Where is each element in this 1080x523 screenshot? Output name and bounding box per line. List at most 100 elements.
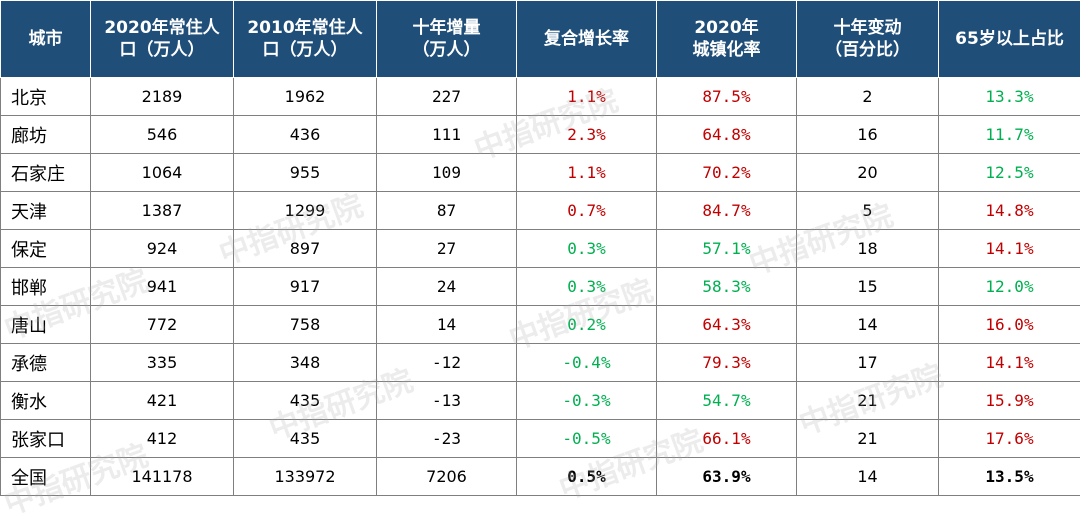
cagr-cell: 0.3% [517, 268, 657, 306]
increase-cell: 14 [377, 306, 517, 344]
urbanization-cell: 54.7% [657, 382, 797, 420]
city-cell: 全国 [1, 458, 91, 496]
elderly-share-cell: 13.3% [939, 78, 1080, 116]
header-cagr: 复合增长率 [517, 1, 657, 78]
header-pop-2020: 2020年常住人口（万人） [91, 1, 234, 78]
increase-cell: -13 [377, 382, 517, 420]
cagr-cell: 0.3% [517, 230, 657, 268]
pop-2010-cell: 435 [234, 420, 377, 458]
cagr-cell: 2.3% [517, 116, 657, 154]
pop-2020-cell: 2189 [91, 78, 234, 116]
increase-cell: 27 [377, 230, 517, 268]
increase-cell: 7206 [377, 458, 517, 496]
pop-2010-cell: 436 [234, 116, 377, 154]
elderly-share-cell: 11.7% [939, 116, 1080, 154]
increase-cell: 109 [377, 154, 517, 192]
pop-2020-cell: 924 [91, 230, 234, 268]
cagr-cell: 0.7% [517, 192, 657, 230]
pop-2010-cell: 917 [234, 268, 377, 306]
urbanization-cell: 58.3% [657, 268, 797, 306]
city-cell: 邯郸 [1, 268, 91, 306]
city-cell: 北京 [1, 78, 91, 116]
cagr-cell: 0.5% [517, 458, 657, 496]
increase-cell: -23 [377, 420, 517, 458]
pop-2020-cell: 141178 [91, 458, 234, 496]
pop-2020-cell: 421 [91, 382, 234, 420]
elderly-share-cell: 13.5% [939, 458, 1080, 496]
urbanization-cell: 63.9% [657, 458, 797, 496]
city-cell: 保定 [1, 230, 91, 268]
pop-2010-cell: 133972 [234, 458, 377, 496]
header-urbanization-2020: 2020年城镇化率 [657, 1, 797, 78]
urbanization-cell: 84.7% [657, 192, 797, 230]
population-table: 城市 2020年常住人口（万人） 2010年常住人口（万人） 十年增量（万人） … [0, 0, 1080, 496]
pop-2010-cell: 1299 [234, 192, 377, 230]
change-cell: 18 [797, 230, 939, 268]
urbanization-cell: 64.3% [657, 306, 797, 344]
cagr-cell: -0.5% [517, 420, 657, 458]
increase-cell: 24 [377, 268, 517, 306]
urbanization-cell: 64.8% [657, 116, 797, 154]
pop-2010-cell: 435 [234, 382, 377, 420]
urbanization-cell: 79.3% [657, 344, 797, 382]
pop-2020-cell: 1387 [91, 192, 234, 230]
city-cell: 衡水 [1, 382, 91, 420]
city-cell: 石家庄 [1, 154, 91, 192]
city-cell: 天津 [1, 192, 91, 230]
change-cell: 15 [797, 268, 939, 306]
change-cell: 16 [797, 116, 939, 154]
elderly-share-cell: 15.9% [939, 382, 1080, 420]
cagr-cell: 0.2% [517, 306, 657, 344]
change-cell: 2 [797, 78, 939, 116]
change-cell: 21 [797, 420, 939, 458]
change-cell: 5 [797, 192, 939, 230]
change-cell: 20 [797, 154, 939, 192]
cagr-cell: 1.1% [517, 154, 657, 192]
header-elderly-share: 65岁以上占比 [939, 1, 1080, 78]
pop-2020-cell: 1064 [91, 154, 234, 192]
pop-2020-cell: 941 [91, 268, 234, 306]
elderly-share-cell: 14.1% [939, 230, 1080, 268]
pop-2020-cell: 335 [91, 344, 234, 382]
city-cell: 张家口 [1, 420, 91, 458]
data-table-container: 城市 2020年常住人口（万人） 2010年常住人口（万人） 十年增量（万人） … [0, 0, 1080, 509]
pop-2020-cell: 412 [91, 420, 234, 458]
pop-2010-cell: 955 [234, 154, 377, 192]
elderly-share-cell: 14.8% [939, 192, 1080, 230]
urbanization-cell: 57.1% [657, 230, 797, 268]
change-cell: 14 [797, 458, 939, 496]
header-city: 城市 [1, 1, 91, 78]
pop-2020-cell: 546 [91, 116, 234, 154]
elderly-share-cell: 16.0% [939, 306, 1080, 344]
pop-2020-cell: 772 [91, 306, 234, 344]
change-cell: 21 [797, 382, 939, 420]
header-ten-year-change: 十年变动（百分比） [797, 1, 939, 78]
city-cell: 廊坊 [1, 116, 91, 154]
pop-2010-cell: 758 [234, 306, 377, 344]
header-row: 城市 2020年常住人口（万人） 2010年常住人口（万人） 十年增量（万人） … [1, 1, 1080, 78]
urbanization-cell: 70.2% [657, 154, 797, 192]
increase-cell: 87 [377, 192, 517, 230]
urbanization-cell: 66.1% [657, 420, 797, 458]
cagr-cell: 1.1% [517, 78, 657, 116]
elderly-share-cell: 12.5% [939, 154, 1080, 192]
city-cell: 承德 [1, 344, 91, 382]
header-pop-2010: 2010年常住人口（万人） [234, 1, 377, 78]
elderly-share-cell: 17.6% [939, 420, 1080, 458]
increase-cell: 227 [377, 78, 517, 116]
cagr-cell: -0.3% [517, 382, 657, 420]
pop-2010-cell: 1962 [234, 78, 377, 116]
header-ten-year-increase: 十年增量（万人） [377, 1, 517, 78]
pop-2010-cell: 897 [234, 230, 377, 268]
